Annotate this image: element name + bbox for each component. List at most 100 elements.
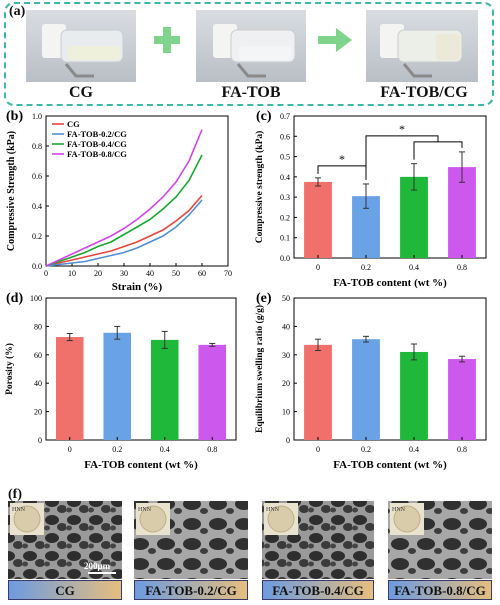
- x-axis-label: FA-TOB content (wt %): [333, 277, 447, 289]
- x-tick-label: 0: [44, 269, 48, 278]
- caption-cg: CG: [8, 580, 122, 600]
- y-tick-label: 40: [34, 379, 42, 388]
- series-line-4: [45, 129, 203, 267]
- x-tick-label: 0.8: [457, 263, 467, 272]
- x-tick-label: 0.2: [112, 445, 122, 454]
- y-tick-label: 30: [282, 351, 290, 360]
- panel-label: (d): [6, 291, 23, 306]
- svg-text:HNN: HNN: [138, 507, 152, 513]
- significance-bracket-1: [317, 165, 367, 180]
- x-tick-label: 60: [198, 269, 206, 278]
- y-tick-label: 0.6: [280, 132, 290, 141]
- x-tick-label: 0.2: [361, 445, 371, 454]
- label-fa-tob: FA-TOB: [221, 84, 281, 101]
- bar-0.4: [150, 339, 179, 440]
- y-tick-label: 0.7: [280, 112, 290, 121]
- y-tick-label: 0.2: [280, 213, 290, 222]
- bar-0.4: [400, 351, 428, 440]
- bar-0.2: [352, 339, 380, 440]
- arrow-right-icon: [318, 28, 352, 52]
- series-line-1: [45, 194, 203, 267]
- plot-frame: [45, 297, 237, 441]
- bar-0.8: [448, 359, 476, 440]
- y-axis-label: Compressive strength (kPa): [254, 131, 265, 244]
- y-tick-label: 10: [282, 408, 290, 417]
- x-tick-label: 0: [68, 445, 72, 454]
- x-tick-label: 20: [94, 269, 102, 278]
- caption-0-8: FA-TOB-0.8/CG: [388, 580, 492, 600]
- y-axis-label: Porosity (%): [4, 343, 15, 395]
- label-cg: CG: [69, 84, 93, 101]
- y-axis-label: Equilibrium swelling ratio (g/g): [254, 305, 265, 433]
- panel-a-label: (a): [9, 4, 26, 19]
- x-axis-label: FA-TOB content (wt %): [333, 459, 447, 471]
- y-tick-label: 0.0: [32, 262, 42, 271]
- legend-entry-2: FA-TOB-0.2/CG: [67, 129, 127, 139]
- bar-0: [55, 337, 84, 440]
- y-tick-label: 0.5: [280, 153, 290, 162]
- x-axis-label: FA-TOB content (wt %): [84, 459, 198, 471]
- plot-frame: [293, 115, 487, 259]
- series-line-3: [45, 154, 203, 267]
- y-tick-label: 20: [282, 379, 290, 388]
- y-tick-label: 0: [286, 436, 290, 445]
- svg-text:HNN: HNN: [12, 507, 26, 513]
- vial-photos: [26, 10, 478, 82]
- panel-label: (e): [256, 291, 272, 306]
- y-tick-label: 60: [34, 351, 42, 360]
- panel-f-label: (f): [8, 487, 22, 502]
- y-axis-label: Compressive Strength (kPa): [6, 131, 17, 251]
- y-tick-label: 0.2: [32, 232, 42, 241]
- sem-images: HNN HNN HNN HNN 200μm: [8, 501, 492, 579]
- x-tick-label: 0.8: [457, 445, 467, 454]
- y-tick-label: 0.1: [280, 234, 290, 243]
- x-axis-label: Strain (%): [112, 281, 163, 293]
- y-tick-label: 20: [34, 408, 42, 417]
- x-tick-label: 0.2: [361, 263, 371, 272]
- x-tick-label: 0.4: [409, 445, 419, 454]
- x-tick-label: 40: [146, 269, 154, 278]
- bar-0.2: [103, 332, 132, 440]
- x-tick-label: 0: [316, 445, 320, 454]
- x-tick-label: 0.4: [409, 263, 419, 272]
- svg-text:HNN: HNN: [392, 507, 406, 513]
- inset-photos: [10, 503, 424, 535]
- inset-letters: HNN HNN HNN HNN: [12, 507, 406, 513]
- y-tick-label: 50: [282, 294, 290, 303]
- x-tick-label: 70: [224, 269, 232, 278]
- significance-marker-1: *: [339, 152, 345, 166]
- scale-text: 200μm: [84, 561, 111, 571]
- plus-icon: [154, 27, 180, 53]
- x-tick-label: 0: [316, 263, 320, 272]
- chart-b: (b) 0.0 0.2 0.4 0.6 0.8 1.0 0 10 20 30 40 50 60 70 Stra…: [6, 109, 232, 293]
- chart-e: (e) 0 10 20 30 40 50 0 0.2 0.4 0.8 FA-TOB content (…: [254, 291, 487, 471]
- legend-entry-1: CG: [67, 119, 80, 129]
- bar-0: [304, 344, 332, 440]
- x-tick-label: 0.8: [207, 445, 217, 454]
- caption-0-2: FA-TOB-0.2/CG: [134, 580, 248, 600]
- y-tick-label: 0.4: [280, 173, 290, 182]
- series-line-2: [45, 199, 203, 267]
- x-tick-label: 0.4: [160, 445, 170, 454]
- bar-0: [304, 181, 332, 258]
- plot-frame: [293, 297, 487, 441]
- y-tick-label: 0.3: [280, 193, 290, 202]
- y-tick-label: 80: [34, 322, 42, 331]
- y-tick-label: 0.0: [280, 254, 290, 263]
- x-tick-label: 30: [120, 269, 128, 278]
- panel-label: (b): [6, 109, 23, 124]
- y-tick-label: 100: [30, 294, 42, 303]
- plot-frame: [45, 115, 229, 267]
- bar-0.8: [198, 344, 227, 440]
- y-tick-label: 40: [282, 322, 290, 331]
- y-tick-label: 0.8: [32, 142, 42, 151]
- legend-entry-4: FA-TOB-0.8/CG: [67, 149, 127, 159]
- significance-bracket-group: [413, 141, 463, 160]
- svg-text:HNN: HNN: [266, 507, 280, 513]
- x-tick-label: 10: [68, 269, 76, 278]
- chart-d: (d) 0 20 40 60 80 100 0 0.2 0.4 0.8 FA-TOB content …: [4, 291, 237, 471]
- panel-label: (c): [256, 109, 272, 124]
- y-tick-label: 0.4: [32, 202, 42, 211]
- significance-marker-2: *: [399, 122, 405, 136]
- y-tick-label: 1.0: [32, 112, 42, 121]
